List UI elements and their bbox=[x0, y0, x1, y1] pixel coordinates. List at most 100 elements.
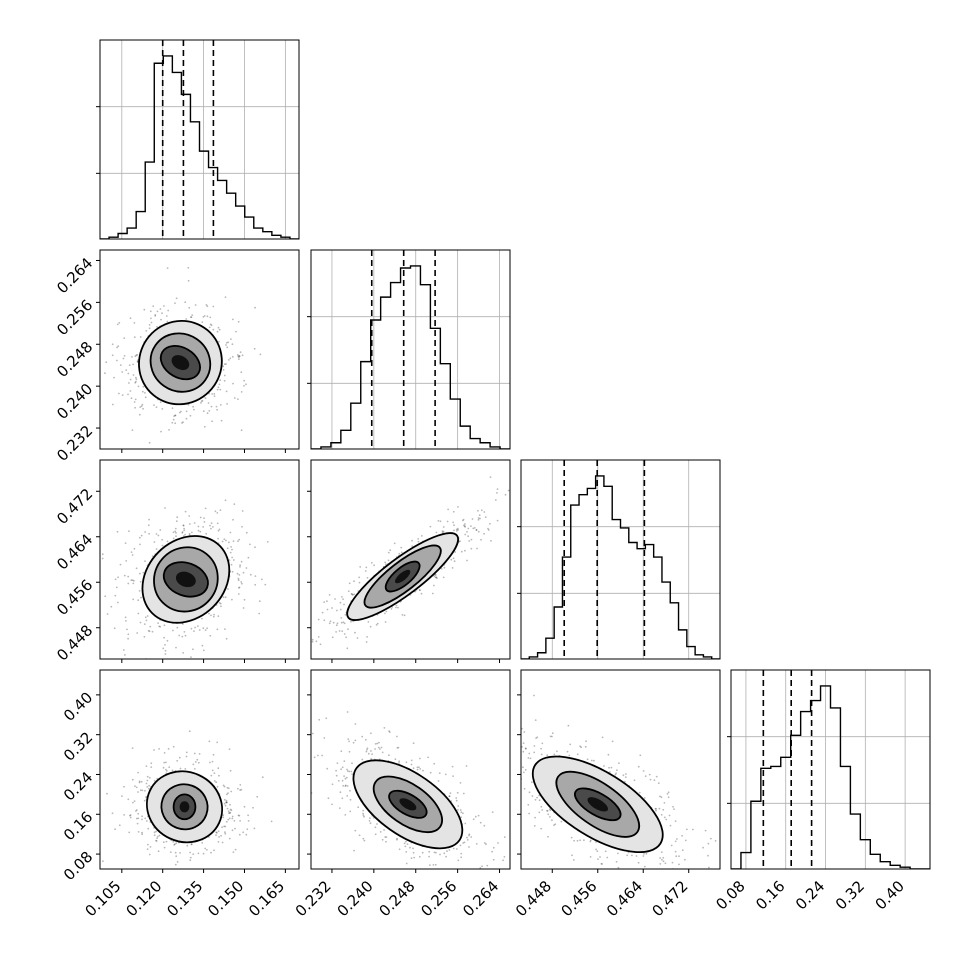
scatter-point bbox=[113, 376, 115, 379]
scatter-point bbox=[237, 540, 239, 543]
scatter-point bbox=[369, 822, 372, 825]
scatter-point bbox=[216, 388, 219, 391]
scatter-point bbox=[221, 540, 224, 543]
scatter-point bbox=[135, 809, 138, 811]
scatter-point bbox=[429, 771, 432, 774]
scatter-point bbox=[216, 330, 219, 333]
scatter-point bbox=[670, 844, 673, 847]
scatter-point bbox=[549, 809, 552, 812]
scatter-point bbox=[153, 834, 156, 836]
scatter-point bbox=[163, 846, 166, 849]
scatter-point bbox=[579, 745, 581, 748]
scatter-point bbox=[192, 853, 195, 855]
scatter-point bbox=[477, 814, 480, 817]
scatter-point bbox=[448, 795, 451, 798]
scatter-point bbox=[193, 752, 196, 755]
scatter-point bbox=[259, 353, 262, 356]
scatter-point bbox=[176, 861, 179, 863]
scatter-point bbox=[212, 305, 215, 308]
scatter-point bbox=[226, 547, 229, 550]
scatter-point bbox=[321, 611, 324, 614]
scatter-point bbox=[246, 828, 249, 831]
scatter-point bbox=[453, 524, 455, 527]
scatter-point bbox=[227, 818, 230, 821]
scatter-point bbox=[346, 795, 349, 797]
scatter-point bbox=[163, 624, 166, 627]
scatter-point bbox=[475, 529, 478, 531]
scatter-point bbox=[707, 842, 710, 845]
scatter-point bbox=[134, 381, 137, 384]
density-core bbox=[175, 571, 196, 588]
scatter-point bbox=[503, 836, 506, 838]
scatter-point bbox=[224, 499, 227, 502]
scatter-point bbox=[533, 694, 535, 697]
scatter-point bbox=[702, 846, 704, 849]
scatter-point bbox=[390, 608, 393, 610]
scatter-point bbox=[384, 612, 386, 615]
scatter-point bbox=[485, 843, 487, 846]
scatter-point bbox=[153, 404, 155, 406]
scatter-point bbox=[201, 644, 204, 647]
scatter-point bbox=[210, 324, 213, 327]
scatter-point bbox=[153, 831, 156, 834]
scatter-point bbox=[525, 747, 527, 750]
scatter-point bbox=[204, 397, 207, 400]
scatter-point bbox=[137, 791, 139, 793]
scatter-point bbox=[477, 518, 480, 521]
scatter-point bbox=[380, 746, 383, 749]
scatter-point bbox=[228, 748, 231, 750]
scatter-point bbox=[150, 766, 153, 768]
scatter-point bbox=[127, 372, 130, 375]
scatter-point bbox=[453, 529, 455, 532]
scatter-point bbox=[133, 800, 136, 802]
scatter-point bbox=[110, 605, 113, 608]
scatter-point bbox=[583, 839, 585, 842]
scatter-point bbox=[202, 649, 205, 652]
scatter-point bbox=[475, 529, 478, 531]
scatter-point bbox=[140, 780, 143, 783]
scatter-point bbox=[339, 608, 342, 611]
scatter-point bbox=[187, 279, 190, 282]
scatter-point bbox=[351, 762, 353, 765]
scatter-point bbox=[225, 793, 228, 796]
scatter-point bbox=[114, 594, 117, 597]
scatter-point bbox=[349, 798, 352, 801]
scatter-point bbox=[218, 328, 221, 331]
scatter-point bbox=[136, 354, 139, 356]
scatter-point bbox=[145, 330, 148, 332]
scatter-point bbox=[155, 840, 158, 842]
scatter-point bbox=[146, 786, 149, 788]
scatter-point bbox=[686, 828, 688, 831]
scatter-point bbox=[245, 567, 248, 569]
scatter-point bbox=[374, 833, 377, 836]
scatter-point bbox=[366, 747, 369, 750]
scatter-point bbox=[144, 396, 147, 399]
scatter-point bbox=[667, 796, 670, 799]
scatter-point bbox=[239, 789, 242, 791]
scatter-point bbox=[638, 791, 641, 794]
scatter-point bbox=[534, 719, 537, 721]
scatter-point bbox=[204, 507, 207, 510]
scatter-point bbox=[446, 850, 448, 853]
scatter-point bbox=[208, 409, 211, 412]
scatter-point bbox=[395, 604, 398, 607]
scatter-point bbox=[418, 766, 420, 768]
scatter-point bbox=[226, 403, 229, 405]
scatter-point bbox=[129, 378, 132, 381]
scatter-point bbox=[365, 566, 368, 569]
scatter-point bbox=[463, 525, 466, 527]
scatter-point bbox=[356, 637, 359, 639]
scatter-point bbox=[166, 639, 169, 642]
scatter-point bbox=[338, 630, 341, 632]
scatter-point bbox=[678, 855, 680, 858]
scatter-point bbox=[384, 621, 387, 623]
scatter-point bbox=[241, 525, 243, 528]
scatter-point bbox=[326, 767, 329, 770]
scatter-point bbox=[400, 551, 403, 554]
scatter-point bbox=[667, 791, 670, 794]
scatter-point bbox=[157, 622, 160, 624]
scatter-point bbox=[166, 320, 169, 323]
scatter-point bbox=[663, 802, 666, 804]
scatter-point bbox=[531, 781, 533, 784]
scatter-point bbox=[361, 735, 364, 738]
